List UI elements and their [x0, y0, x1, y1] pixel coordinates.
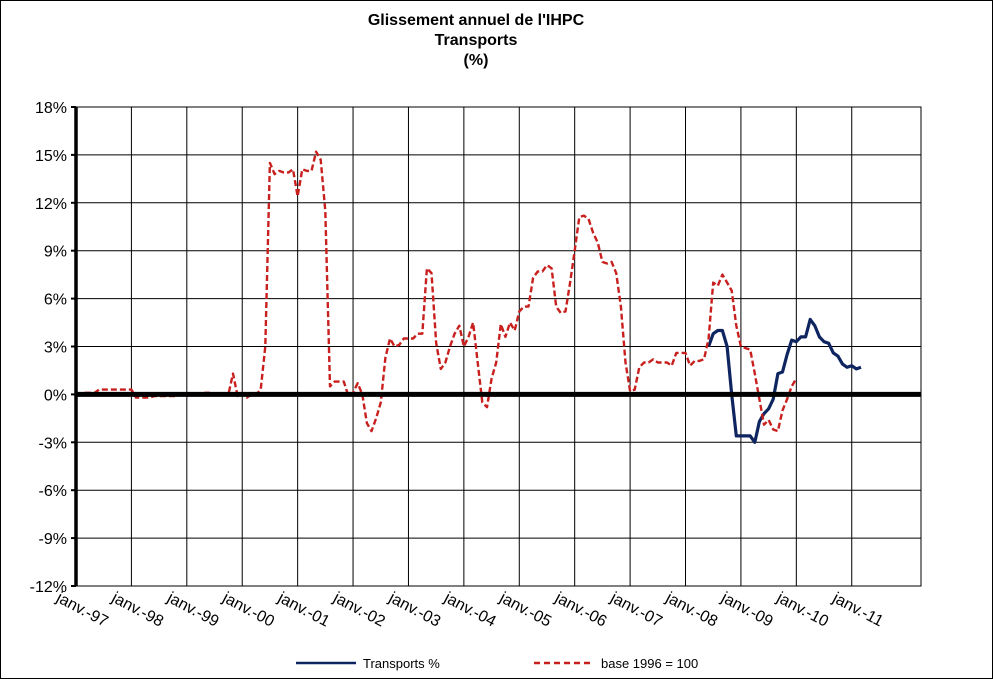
y-tick-label: 18% [35, 100, 67, 117]
chart-title: Glissement annuel de l'IHPC [368, 12, 585, 29]
y-tick-label: -3% [39, 435, 67, 452]
y-axis-ticks: 18% 15% 12% 9% 6% 3% 0% -3% -6% -9% -12% [30, 100, 76, 596]
y-tick-label: 0% [44, 387, 67, 404]
y-tick-label: 15% [35, 148, 67, 165]
series-lines [75, 150, 921, 444]
plot-grid [74, 106, 922, 587]
y-tick-label: -12% [30, 579, 67, 596]
chart-subtitle: Transports [435, 32, 518, 49]
y-tick-label: -9% [39, 531, 67, 548]
y-tick-label: 3% [44, 340, 67, 357]
y-tick-label: 12% [35, 196, 67, 213]
legend: Transports % base 1996 = 100 [296, 656, 698, 671]
chart-unit: (%) [464, 52, 489, 69]
y-tick-label: 9% [44, 244, 67, 261]
legend-label-base-1996: base 1996 = 100 [601, 656, 698, 671]
y-tick-label: -6% [39, 483, 67, 500]
series-line-transports [707, 317, 862, 444]
legend-label-transports: Transports % [363, 656, 440, 671]
y-tick-label: 6% [44, 292, 67, 309]
